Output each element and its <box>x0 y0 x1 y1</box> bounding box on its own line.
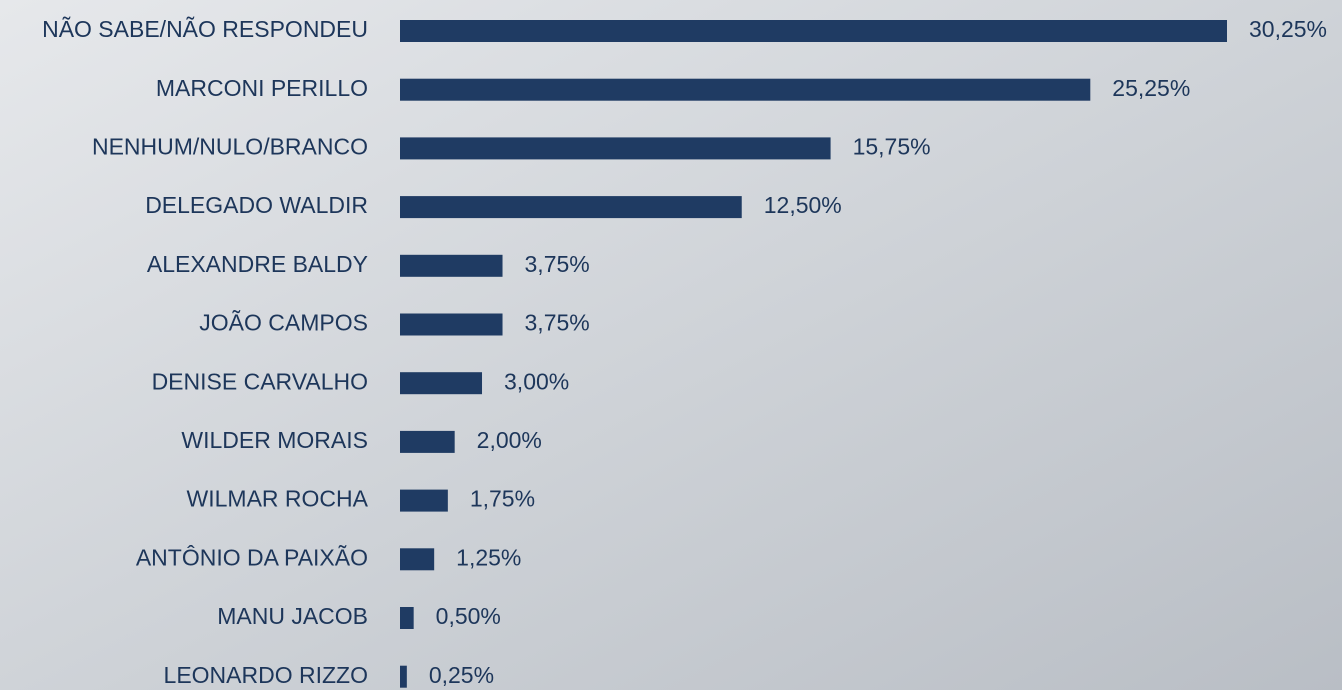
category-label: WILMAR ROCHA <box>187 486 369 512</box>
category-label: ANTÔNIO DA PAIXÃO <box>136 543 368 570</box>
category-label: NENHUM/NULO/BRANCO <box>92 133 368 159</box>
value-label: 3,75% <box>525 251 590 277</box>
value-label: 1,75% <box>470 486 535 512</box>
bar <box>400 314 503 336</box>
bar <box>400 607 414 629</box>
bar <box>400 431 455 453</box>
value-label: 12,50% <box>764 192 842 218</box>
category-label: WILDER MORAIS <box>181 427 368 453</box>
category-label: ALEXANDRE BALDY <box>147 251 368 277</box>
value-label: 15,75% <box>853 133 931 159</box>
page: {"chart_data": {"type": "bar", "orientat… <box>0 0 1342 690</box>
bar <box>400 372 482 394</box>
bar <box>400 79 1090 101</box>
value-label: 25,25% <box>1112 75 1190 101</box>
category-label: LEONARDO RIZZO <box>164 662 368 688</box>
category-label: DELEGADO WALDIR <box>145 192 368 218</box>
value-label: 30,25% <box>1249 16 1327 42</box>
bar <box>400 666 407 688</box>
category-label: DENISE CARVALHO <box>152 368 368 394</box>
background <box>0 0 1342 690</box>
bar <box>400 20 1227 42</box>
bar <box>400 548 434 570</box>
chart: NÃO SABE/NÃO RESPONDEU 30,25% MARCONI PERI… <box>0 0 1342 690</box>
bar <box>400 137 831 159</box>
bar <box>400 490 448 512</box>
value-label: 3,00% <box>504 368 569 394</box>
value-label: 2,00% <box>477 427 542 453</box>
category-label: NÃO SABE/NÃO RESPONDEU <box>42 16 368 42</box>
value-label: 3,75% <box>525 310 590 336</box>
value-label: 0,25% <box>429 662 494 688</box>
bar <box>400 196 742 218</box>
category-label: JOÃO CAMPOS <box>199 310 368 336</box>
category-label: MARCONI PERILLO <box>156 75 368 101</box>
bar <box>400 255 503 277</box>
value-label: 0,50% <box>436 603 501 629</box>
value-label: 1,25% <box>456 544 521 570</box>
category-label: MANU JACOB <box>217 603 368 629</box>
